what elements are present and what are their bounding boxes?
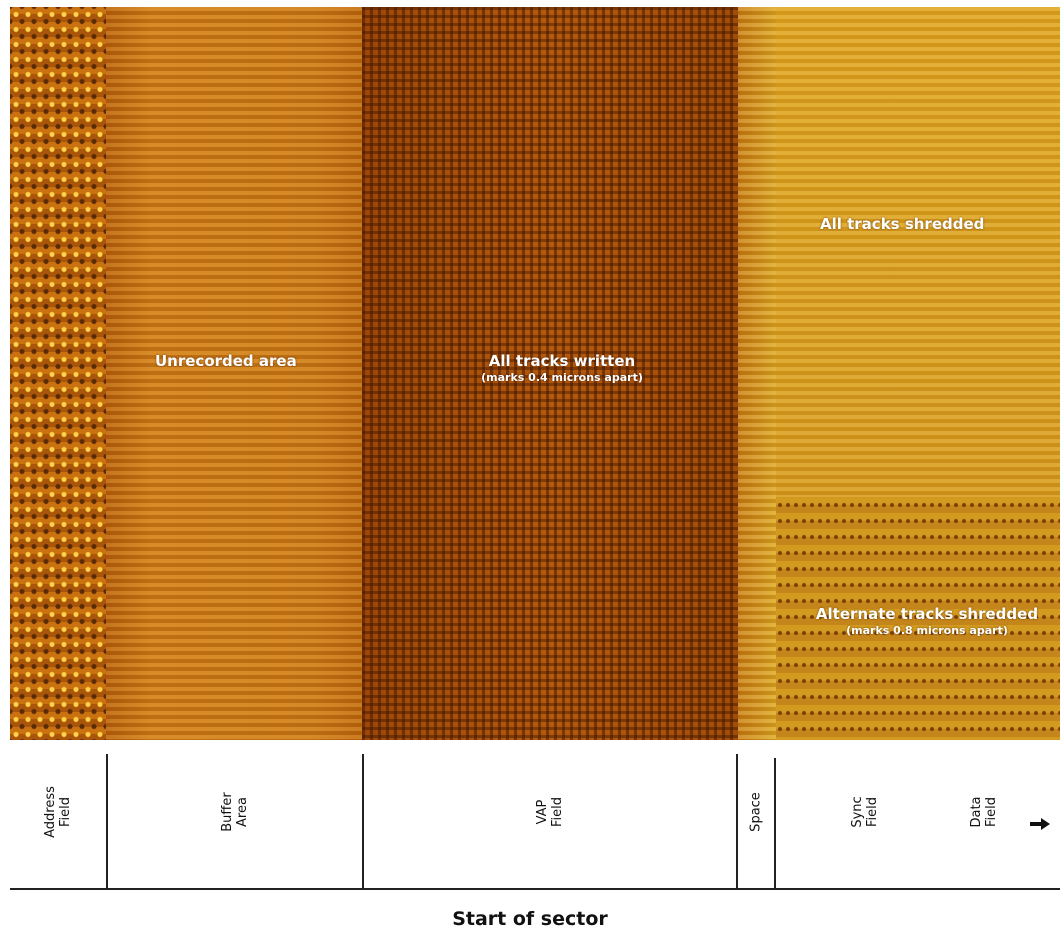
space-cell: Space: [738, 740, 774, 888]
divider: [736, 754, 738, 888]
unrecorded-area-text: Unrecorded area: [155, 352, 297, 370]
all-tracks-written-label: All tracks written (marks 0.4 microns ap…: [442, 352, 682, 384]
alternate-shredded-region: [776, 497, 1060, 740]
sync-field-label: Sync Field: [850, 796, 880, 827]
right-arrow-icon: [1030, 818, 1050, 830]
buffer-area-region: [106, 7, 362, 740]
divider: [106, 754, 108, 888]
buffer-area-label: Buffer Area: [220, 792, 250, 831]
address-field-region: [10, 7, 106, 740]
address-field-label: Address Field: [43, 786, 73, 838]
start-of-sector-caption: Start of sector: [452, 908, 608, 930]
space-line1: Space: [748, 792, 764, 832]
address-field-cell: Address Field: [10, 740, 106, 888]
written-spacing-note: (marks 0.4 microns apart): [481, 371, 643, 384]
vap-field-line1: VAP: [535, 799, 550, 825]
vap-field-label: VAP Field: [535, 797, 565, 827]
space-label: Space: [749, 792, 764, 832]
sector-field-diagram: Address Field Buffer Area VAP Field Spac…: [10, 740, 1060, 890]
all-tracks-shredded-label: All tracks shredded: [820, 215, 984, 233]
space-region: [738, 7, 776, 740]
all-tracks-written-text: All tracks written: [488, 352, 636, 370]
data-field-label: Data Field: [969, 796, 999, 827]
alternate-tracks-shredded-text: Alternate tracks shredded: [815, 605, 1039, 623]
unrecorded-area-label: Unrecorded area: [155, 352, 297, 370]
vap-field-cell: VAP Field: [364, 740, 736, 888]
sync-field-cell: Sync Field: [776, 740, 954, 888]
data-field-line1: Data: [969, 796, 984, 828]
alternate-tracks-shredded-label: Alternate tracks shredded (marks 0.8 mic…: [786, 605, 1060, 637]
all-tracks-shredded-text: All tracks shredded: [820, 215, 985, 233]
buffer-area-line2: Area: [235, 797, 250, 827]
sync-field-line1: Sync: [850, 796, 865, 828]
buffer-area-line1: Buffer: [220, 792, 235, 832]
buffer-area-cell: Buffer Area: [108, 740, 362, 888]
data-field-line2: Field: [984, 796, 999, 828]
alternate-spacing-note: (marks 0.8 microns apart): [846, 624, 1008, 637]
divider: [774, 758, 776, 888]
divider: [362, 754, 364, 888]
vap-field-line2: Field: [550, 796, 565, 828]
sync-field-line2: Field: [865, 797, 880, 828]
vap-field-region: [362, 7, 738, 740]
address-field-line2: Field: [58, 797, 73, 828]
sector-baseline: [10, 888, 1060, 890]
microscope-image: Unrecorded area All tracks written (mark…: [10, 7, 1060, 740]
data-field-cell: Data Field: [954, 740, 1014, 888]
address-field-line1: Address: [43, 786, 58, 838]
